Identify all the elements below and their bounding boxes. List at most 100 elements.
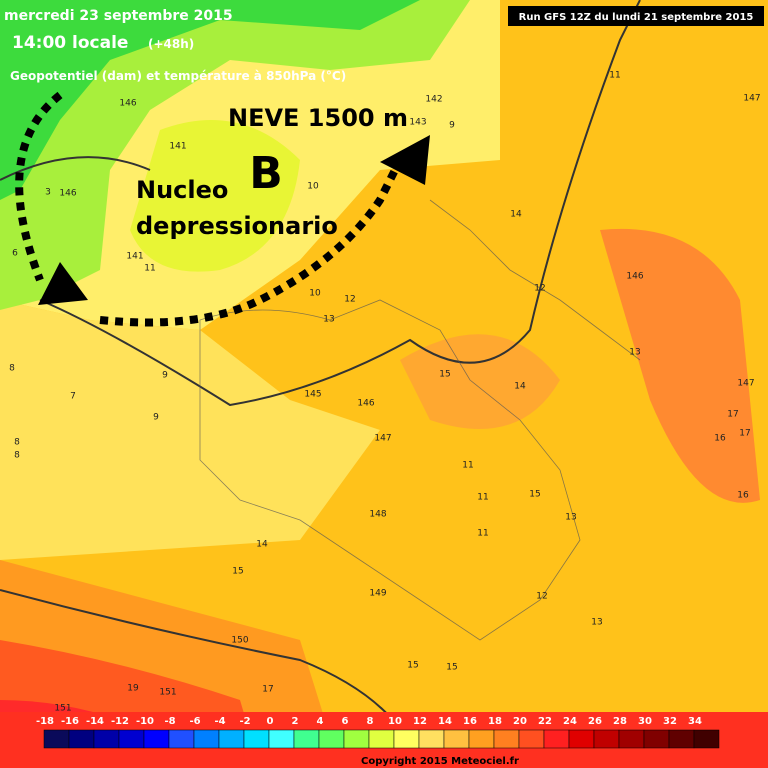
map-label: 14 [510,210,522,220]
scale-label: 32 [663,716,677,727]
scale-swatch [368,729,395,749]
mild-zone [0,300,380,560]
scale-swatch [443,729,470,749]
scale-label: 10 [388,716,402,727]
scale-swatch [243,729,270,749]
map-label: 17 [262,685,273,695]
map-label: 12 [534,284,545,294]
nucleus-line: depressionario [136,212,338,240]
cool-zone [0,0,470,310]
map-label: 3 [45,188,51,198]
scale-swatch [568,729,595,749]
scale-swatch [343,729,370,749]
scale-swatch [493,729,520,749]
map-label: 149 [369,589,386,599]
scale-label: -18 [36,716,54,727]
scale-label: 26 [588,716,602,727]
nucleus-line: Nucleo [136,176,228,204]
scale-swatch [593,729,620,749]
dotted-arrow [15,91,404,327]
map-label: 141 [126,252,143,262]
map-label: 15 [439,370,450,380]
map-label: 142 [425,95,442,105]
map-label: 13 [565,513,576,523]
scale-label: -2 [239,716,250,727]
scale-swatch [193,729,220,749]
map-label: 145 [304,390,321,400]
arrow-heads [38,135,430,305]
title: mercredi 23 septembre 2015 [4,8,233,24]
warm-patch [400,334,560,429]
map-label: 9 [449,121,455,131]
map-label: 19 [127,684,139,694]
map-label: 11 [462,461,473,471]
map-label: 8 [14,438,20,448]
scale-label: 24 [563,716,577,727]
map-label: 150 [231,636,248,646]
map-label: 12 [344,295,355,305]
scale-label: -12 [111,716,129,727]
map-label: 146 [119,99,136,109]
map-label: 11 [144,264,155,274]
subtitle: Geopotentiel (dam) et température à 850h… [10,69,346,83]
scale-swatch [293,729,320,749]
map-label: 147 [374,434,391,444]
scale-swatch [68,729,95,749]
scale-label: 22 [538,716,552,727]
scale-label: -8 [164,716,175,727]
time: 14:00 locale [12,33,128,53]
map-label: 10 [307,182,319,192]
scale-label: 12 [413,716,427,727]
map-label: 13 [629,348,640,358]
scale-label: 30 [638,716,652,727]
scale-label: -6 [189,716,200,727]
scale-label: -4 [214,716,225,727]
map-label: 17 [727,410,738,420]
scale-swatch [168,729,195,749]
map-label: 8 [9,364,15,374]
scale-swatch [643,729,670,749]
scale-label: -14 [86,716,104,727]
lead: (+48h) [148,37,194,51]
map-label: 141 [169,142,186,152]
map-label: 15 [446,663,457,673]
map-label: 13 [591,618,602,628]
scale-swatch [143,729,170,749]
scale-label: 20 [513,716,527,727]
scale-label: 14 [438,716,452,727]
scale-label: 0 [267,716,274,727]
run: Run GFS 12Z du lundi 21 septembre 2015 [519,12,754,23]
map-label: 15 [407,661,418,671]
scale-swatch [93,729,120,749]
map-label: 8 [14,451,20,461]
map-label: 147 [737,379,754,389]
scale-swatch [43,729,70,749]
map-label: 151 [54,704,71,714]
scale-label: 34 [688,716,702,727]
scale-swatch [668,729,695,749]
scale-label: 16 [463,716,477,727]
map-label: 16 [714,434,726,444]
scale-swatch [543,729,570,749]
scale-swatch [618,729,645,749]
map-label: 10 [309,289,321,299]
map-label: 151 [159,688,176,698]
coastline [429,199,641,361]
map-label: 7 [70,392,76,402]
isobar [0,156,151,181]
scale-swatch [393,729,420,749]
map-label: 6 [12,249,18,259]
cold-zone [0,0,420,200]
scale-label: 18 [488,716,502,727]
color-scale: -18 -16 -14 -12 -10 -8 -6 -4 -2 0 2 4 6 8 10 12 14 16 18 20… [36,716,720,749]
map-label: 9 [162,371,168,381]
scale-label: 8 [367,716,374,727]
map-label: 9 [153,413,159,423]
map-label: 11 [477,493,488,503]
scale-swatch [468,729,495,749]
map-label: 143 [409,118,426,128]
map-label: 11 [609,71,620,81]
